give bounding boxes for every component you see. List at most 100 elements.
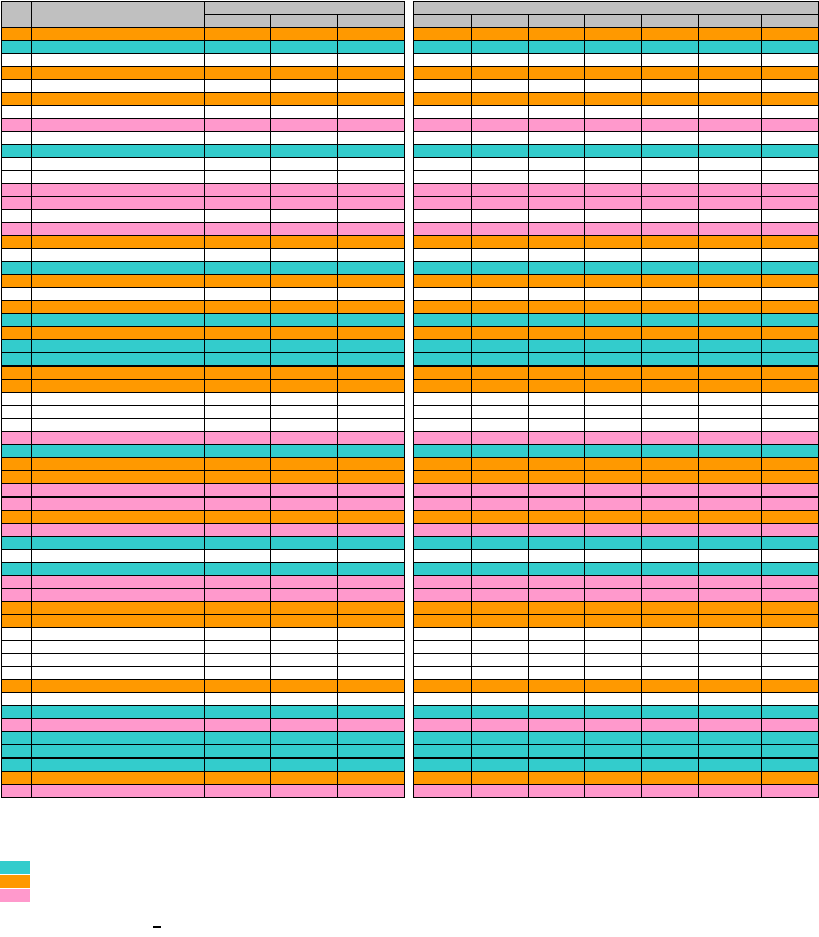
right-table-cell [584,287,642,301]
right-table-row [413,744,819,759]
right-table-cell [413,209,472,223]
left-table-row [1,105,406,119]
left-table-cell [1,523,32,537]
left-table-cell [270,392,338,406]
right-table-cell [760,653,819,667]
left-table-cell [270,274,338,288]
left-table-cell [204,118,271,132]
right-table-cell [471,40,529,54]
right-table-cell [528,601,585,615]
left-table-row [1,313,406,327]
right-table-cell [641,588,699,602]
left-table-cell [270,144,338,158]
right-table-cell [528,300,585,314]
left-table-cell [204,131,271,145]
right-table-row [413,274,819,288]
left-table-cell [1,170,32,184]
left-table-cell [31,183,205,197]
right-table-row [413,627,819,641]
right-table-cell [641,679,699,693]
right-table-body [412,1,819,798]
left-table-cell [270,170,338,184]
right-table-cell [641,731,699,745]
left-table-cell [270,496,338,511]
left-table-cell [336,287,406,301]
left-table-cell [270,549,338,563]
right-table-cell [471,418,529,432]
left-table-cell [270,457,338,471]
right-table-cell [471,679,529,693]
left-table-cell [336,771,406,785]
left-table-cell [1,457,32,471]
left-table-cell [31,379,205,393]
right-table-cell [528,771,585,785]
right-table-cell [528,575,585,589]
left-table-row [1,679,406,693]
right-table-cell [471,718,529,732]
left-table-cell [336,53,406,67]
right-table-cell [471,287,529,301]
left-table-row [1,196,406,210]
right-table-cell [528,326,585,340]
left-table-cell [204,757,271,772]
right-table-cell [413,53,472,67]
right-subheader-cell [641,14,699,28]
right-table-cell [760,601,819,615]
left-table-cell [336,235,406,249]
left-table-cell [1,53,32,67]
left-table-cell [204,313,271,327]
left-table-row [1,483,406,498]
left-table-row [1,131,406,145]
right-table-cell [584,718,642,732]
right-table-cell [471,496,529,511]
left-table-cell [1,183,32,197]
left-table-cell [204,53,271,67]
left-table-cell [1,470,32,484]
right-table-cell [698,118,762,132]
right-table-cell [584,614,642,628]
right-table-row [413,300,819,314]
right-table-row [413,536,819,550]
right-table-cell [760,27,819,41]
left-table-row [1,352,406,367]
right-table-row [413,405,819,419]
left-table-cell [336,27,406,41]
right-table-cell [528,757,585,772]
right-table-cell [584,105,642,119]
right-table-cell [641,66,699,80]
left-table-cell [204,300,271,314]
right-table-cell [413,640,472,654]
left-table-cell [204,457,271,471]
right-table-cell [413,757,472,772]
right-table-cell [471,562,529,576]
right-table-cell [760,627,819,641]
left-table-cell [31,666,205,680]
right-table-cell [584,131,642,145]
right-table-cell [584,222,642,236]
left-table-cell [1,575,32,589]
left-table-cell [204,640,271,654]
right-table-cell [584,326,642,340]
right-table-cell [471,601,529,615]
right-table-cell [641,183,699,197]
right-table-cell [528,287,585,301]
right-table-cell [641,653,699,667]
left-table-cell [336,757,406,772]
right-table-cell [471,144,529,158]
right-table-cell [528,261,585,275]
left-table-cell [31,757,205,772]
right-table-cell [413,562,472,576]
right-table-cell [471,705,529,719]
right-table-cell [698,666,762,680]
right-table-cell [760,222,819,236]
right-table-cell [760,431,819,445]
left-table-cell [31,209,205,223]
left-table-cell [31,66,205,80]
right-table-cell [698,457,762,471]
right-table-row [413,261,819,275]
right-table-cell [528,679,585,693]
right-table-cell [528,718,585,732]
right-table-cell [413,183,472,197]
left-table-cell [336,614,406,628]
left-table-cell [336,339,406,353]
